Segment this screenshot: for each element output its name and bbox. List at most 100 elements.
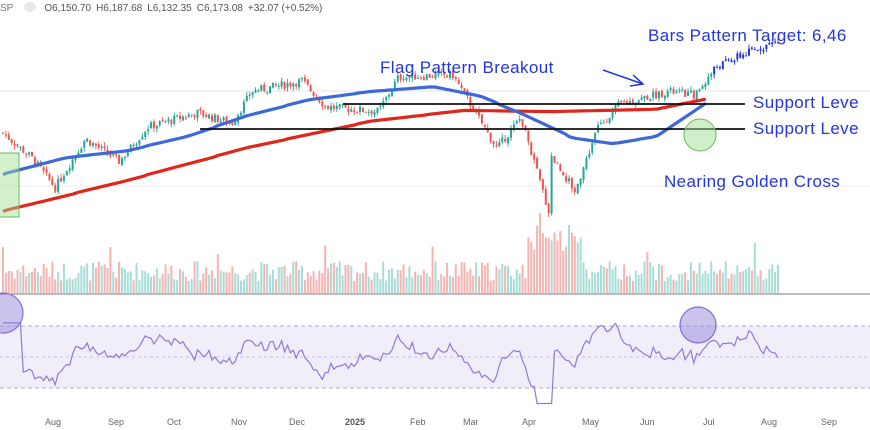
candle-body	[716, 67, 719, 69]
volume-bar	[393, 278, 396, 293]
candle-body	[150, 122, 153, 129]
volume-bar	[689, 262, 692, 293]
candle-body	[240, 112, 243, 116]
candle-body	[350, 109, 353, 112]
volume-bar	[315, 279, 318, 293]
volume-bar	[573, 236, 576, 293]
volume-bar	[716, 274, 719, 293]
candle-body	[538, 169, 541, 180]
candle-body	[89, 140, 92, 146]
volume-bar	[173, 279, 176, 293]
candle-body	[28, 152, 31, 155]
candle-body	[454, 76, 457, 79]
x-tick-2: Oct	[167, 417, 182, 427]
candle-body	[298, 79, 301, 88]
volume-bar	[576, 242, 579, 293]
candle-body	[759, 48, 762, 51]
candle-body	[692, 90, 695, 99]
volume-bar	[161, 274, 164, 293]
volume-bar	[460, 261, 463, 293]
candle-body	[730, 60, 733, 62]
candle-body	[742, 54, 745, 59]
volume-bar	[269, 275, 272, 293]
volume-bar	[585, 269, 588, 293]
volume-bar	[100, 265, 103, 293]
candle-body	[687, 91, 690, 96]
volume-bar	[634, 270, 637, 293]
volume-bar	[480, 262, 483, 293]
candle-body	[547, 203, 550, 214]
candle-body	[393, 81, 396, 90]
volume-bar	[286, 276, 289, 293]
volume-bar	[242, 279, 245, 293]
candle-body	[379, 105, 382, 108]
volume-bar	[753, 243, 756, 293]
candle-body	[701, 86, 704, 89]
candle-body	[675, 91, 678, 93]
candle-body	[669, 88, 672, 91]
candle-body	[234, 121, 237, 126]
rsi-circle-left	[0, 292, 24, 334]
candle-body	[251, 92, 254, 96]
volume-bar	[631, 280, 634, 293]
candle-body	[361, 107, 364, 112]
volume-bar	[454, 264, 457, 293]
volume-bar	[692, 270, 695, 293]
volume-bar	[33, 268, 36, 293]
volume-bar	[547, 237, 550, 293]
volume-bar	[666, 277, 669, 293]
candle-body	[414, 74, 417, 80]
volume-bar	[234, 273, 237, 293]
candle-body	[704, 83, 707, 88]
candle-body	[431, 76, 434, 78]
volume-bar	[228, 272, 231, 293]
candle-body	[329, 106, 332, 111]
volume-bar	[350, 266, 353, 293]
volume-bar	[405, 277, 408, 293]
volume-bar	[123, 269, 126, 293]
volume-bar	[112, 271, 115, 293]
volume-bar	[135, 262, 138, 293]
volume-bar	[202, 273, 205, 293]
volume-bar	[312, 271, 315, 293]
volume-bar	[271, 269, 274, 293]
volume-bar	[167, 273, 170, 293]
volume-bar	[225, 272, 228, 293]
volume-bar	[562, 250, 565, 293]
volume-bar	[544, 237, 547, 293]
candle-body	[199, 109, 202, 111]
volume-bar	[425, 273, 428, 293]
candle-body	[126, 152, 129, 157]
volume-bar	[745, 269, 748, 293]
volume-bar	[298, 269, 301, 293]
candle-body	[164, 120, 167, 122]
candle-body	[132, 144, 135, 147]
candle-body	[660, 90, 663, 98]
candle-body	[501, 137, 504, 143]
candle-body	[614, 105, 617, 111]
annotation-bars-target: Bars Pattern Target: 6,46	[648, 26, 847, 45]
candle-body	[210, 115, 213, 121]
candle-body	[103, 146, 106, 149]
volume-bar	[417, 274, 420, 293]
candle-body	[19, 146, 22, 148]
volume-bar	[190, 279, 193, 293]
volume-bar	[321, 272, 324, 293]
candle-body	[594, 132, 597, 143]
volume-bar	[652, 267, 655, 293]
volume-bar	[684, 272, 687, 293]
volume-bar	[4, 272, 7, 293]
volume-bar	[623, 264, 626, 293]
candle-body	[347, 108, 350, 112]
candle-body	[428, 74, 431, 78]
volume-bar	[257, 280, 260, 293]
candle-body	[649, 99, 652, 101]
open-value: O6,150.70	[44, 3, 92, 14]
menu-icon[interactable]	[24, 2, 37, 12]
candle-body	[486, 127, 489, 133]
candle-body	[138, 140, 141, 145]
candle-body	[54, 185, 57, 192]
volume-bar	[292, 262, 295, 293]
candle-body	[469, 96, 472, 107]
candle-body	[158, 121, 161, 126]
